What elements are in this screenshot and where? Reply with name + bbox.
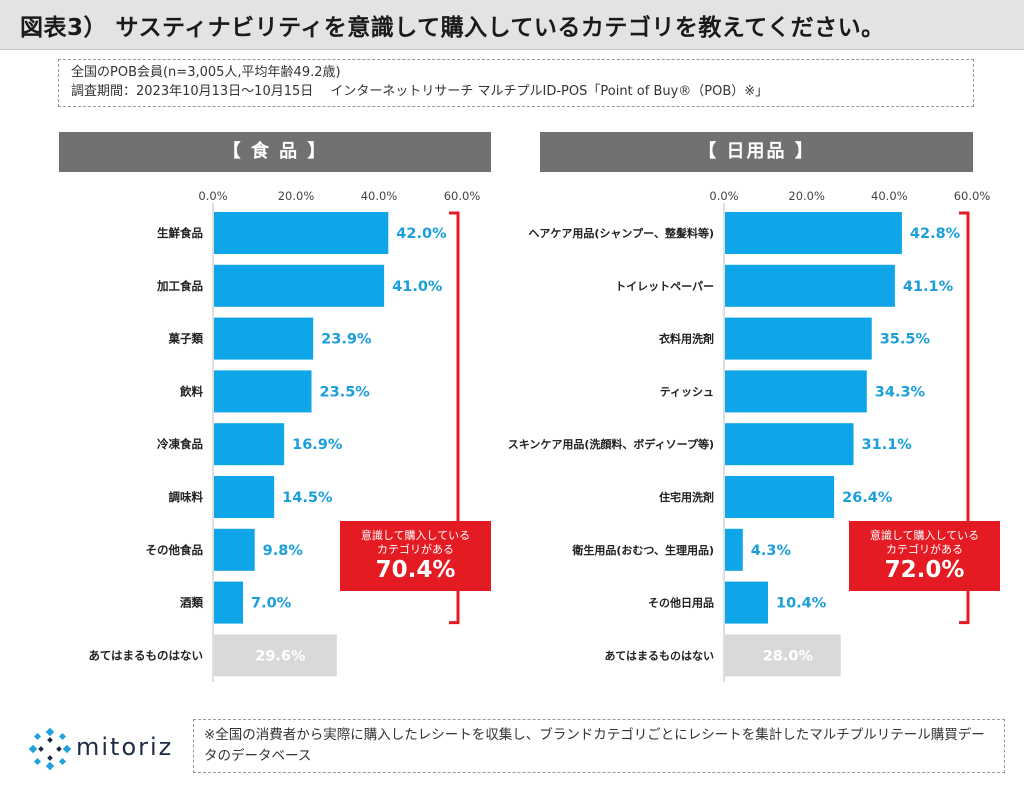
food-bar <box>214 212 389 254</box>
daily-goods-callout-line2: カテゴリがある <box>886 543 963 556</box>
survey-info-line1: 全国のPOB会員(n=3,005人,平均年齢49.2歳) <box>71 65 341 80</box>
daily-goods-category-label: その他日用品 <box>648 596 714 610</box>
daily-goods-bar <box>725 423 854 466</box>
food-bar <box>214 423 285 466</box>
food-callout-line2: カテゴリがある <box>377 543 454 556</box>
food-tick-label: 40.0% <box>361 189 398 203</box>
daily-goods-value-label: 41.1% <box>903 279 954 295</box>
daily-goods-bracket <box>959 211 970 625</box>
food-bar <box>214 317 314 360</box>
food-callout-value: 70.4% <box>375 557 456 583</box>
food-bar <box>214 476 275 518</box>
food-category-label: あてはまるものはない <box>88 648 203 662</box>
food-category-label: 菓子類 <box>168 332 204 346</box>
daily-goods-tick-label: 40.0% <box>871 189 908 203</box>
title-bar: 図表3） サスティナビリティを意識して購入しているカテゴリを教えてください。 <box>0 0 1024 50</box>
daily-goods-category-label: 衣料用洗剤 <box>659 332 714 346</box>
daily-goods-value-label: 35.5% <box>880 332 931 348</box>
food-category-label: 調味料 <box>169 490 204 504</box>
daily-goods-bar <box>725 317 872 360</box>
food-category-label: 飲料 <box>179 384 203 398</box>
daily-goods-bar <box>725 528 743 571</box>
food-value-label: 29.6% <box>255 648 306 664</box>
survey-info-line2: 調査期間：2023年10月13日～10月15日 インターネットリサーチ マルチプ… <box>71 84 769 99</box>
footnote: ※全国の消費者から実際に購入したレシートを収集し、ブランドカテゴリごとにレシート… <box>193 719 1005 773</box>
daily-goods-category-label: ヘアケア用品(シャンプー、整髪料等) <box>528 226 714 240</box>
food-value-label: 41.0% <box>392 279 443 295</box>
daily-goods-bar <box>725 581 768 624</box>
daily-goods-callout-line1: 意識して購入している <box>869 529 980 542</box>
daily-goods-category-label: あてはまるものはない <box>604 649 714 662</box>
daily-goods-bar <box>725 634 841 677</box>
food-panel-header: 【 食 品 】 <box>59 132 491 172</box>
food-category-label: 冷凍食品 <box>157 437 203 451</box>
daily-goods-value-label: 10.4% <box>776 596 827 612</box>
food-callout: 意識して購入している カテゴリがある 70.4% <box>340 521 491 591</box>
food-bar <box>214 528 255 571</box>
food-category-label: その他食品 <box>146 543 204 557</box>
food-bar <box>214 264 385 307</box>
food-bar <box>214 581 244 624</box>
daily-goods-category-label: 住宅用洗剤 <box>659 490 714 504</box>
mitoriz-logo-icon <box>28 727 72 771</box>
daily-goods-bar <box>725 264 895 307</box>
daily-goods-value-label: 26.4% <box>842 490 893 506</box>
logo-text: mitoriz <box>76 733 174 761</box>
food-value-label: 9.8% <box>263 543 304 559</box>
daily-goods-value-label: 42.8% <box>910 226 961 242</box>
food-tick-label: 20.0% <box>278 189 315 203</box>
food-value-label: 23.5% <box>320 384 371 400</box>
daily-goods-value-label: 4.3% <box>751 543 792 559</box>
food-bar <box>214 370 312 413</box>
food-value-label: 42.0% <box>396 226 447 242</box>
food-category-label: 加工食品 <box>156 279 203 293</box>
daily-goods-panel-header: 【 日用品 】 <box>540 132 973 172</box>
daily-goods-category-label: スキンケア用品(洗顔料、ボディソープ等) <box>508 437 714 451</box>
daily-goods-tick-label: 20.0% <box>788 189 825 203</box>
food-callout-line1: 意識して購入している <box>360 529 471 542</box>
food-tick-label: 60.0% <box>444 189 481 203</box>
daily-goods-category-label: トイレットペーパー <box>615 280 714 293</box>
survey-info-box: 全国のPOB会員(n=3,005人,平均年齢49.2歳) 調査期間：2023年1… <box>58 59 974 107</box>
daily-goods-tick-label: 60.0% <box>954 189 991 203</box>
food-bar <box>214 634 337 677</box>
food-tick-label: 0.0% <box>198 189 227 203</box>
daily-goods-value-label: 31.1% <box>862 437 913 453</box>
mitoriz-logo: mitoriz <box>28 727 188 771</box>
food-value-label: 16.9% <box>292 437 343 453</box>
daily-goods-value-label: 34.3% <box>875 384 926 400</box>
food-value-label: 14.5% <box>282 490 333 506</box>
daily-goods-callout: 意識して購入している カテゴリがある 72.0% <box>849 521 1000 591</box>
food-value-label: 7.0% <box>251 596 292 612</box>
food-value-label: 23.9% <box>321 332 372 348</box>
food-category-label: 酒類 <box>180 596 203 610</box>
food-category-label: 生鮮食品 <box>157 226 203 240</box>
daily-goods-callout-value: 72.0% <box>884 557 965 583</box>
daily-goods-bar <box>725 212 902 254</box>
daily-goods-category-label: ティッシュ <box>660 385 714 398</box>
food-bracket <box>449 211 460 625</box>
daily-goods-bar <box>725 476 835 518</box>
page-title: 図表3） サスティナビリティを意識して購入しているカテゴリを教えてください。 <box>20 15 885 41</box>
daily-goods-tick-label: 0.0% <box>709 189 738 203</box>
daily-goods-bar <box>725 370 867 413</box>
daily-goods-category-label: 衛生用品(おむつ、生理用品) <box>571 543 714 557</box>
daily-goods-value-label: 28.0% <box>763 648 814 664</box>
